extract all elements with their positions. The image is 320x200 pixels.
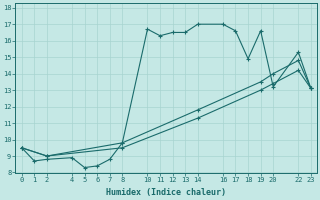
X-axis label: Humidex (Indice chaleur): Humidex (Indice chaleur) [106, 188, 226, 197]
